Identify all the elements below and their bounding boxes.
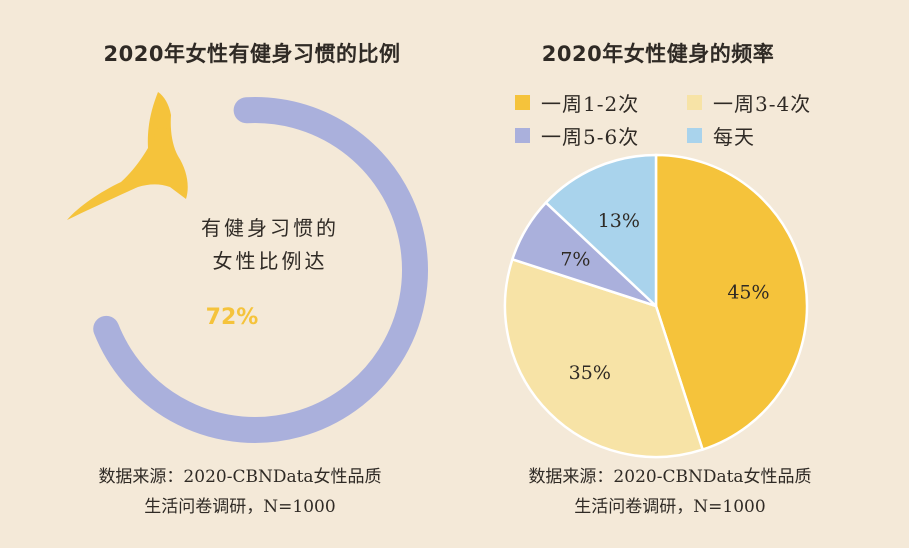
legend-swatch-0	[515, 95, 530, 110]
ring-arc	[93, 97, 428, 443]
legend-item-0: 一周1-2次	[515, 88, 639, 117]
right-source-line1: 数据来源：2020-CBNData女性品质	[528, 467, 812, 487]
right-source-note: 数据来源：2020-CBNData女性品质 生活问卷调研，N=1000	[470, 462, 870, 522]
left-source-line1: 数据来源：2020-CBNData女性品质	[98, 467, 382, 487]
legend-label-3: 每天	[713, 125, 755, 149]
pie-slice-0	[654, 153, 809, 452]
legend-item-3: 每天	[687, 121, 755, 150]
legend-label-0: 一周1-2次	[541, 92, 640, 116]
left-chart-title: 2020年女性有健身习惯的比例	[103, 42, 401, 66]
ring-text-line1: 有健身习惯的	[201, 216, 339, 240]
ring-value-label: 72%	[205, 305, 259, 330]
legend-label-1: 一周3-4次	[713, 92, 812, 116]
legend-item-2: 一周5-6次	[515, 121, 639, 150]
pie-data-label-1: 35%	[569, 362, 611, 384]
legend-swatch-2	[515, 128, 530, 143]
pie-slice-3	[544, 153, 658, 309]
pie-slice-1	[503, 257, 705, 459]
pie-chart: 45% 35% 7% 13%	[503, 153, 809, 459]
pie-data-label-0: 45%	[727, 281, 769, 303]
yoga-figure-icon	[67, 92, 188, 220]
pie-data-label-2: 7%	[560, 248, 590, 270]
right-chart-title: 2020年女性健身的频率	[541, 42, 775, 66]
left-source-line2: 生活问卷调研，N=1000	[144, 497, 336, 517]
ring-progress	[93, 97, 428, 443]
ring-text-line2: 女性比例达	[212, 249, 328, 273]
legend-swatch-1	[687, 95, 702, 110]
legend-label-2: 一周5-6次	[541, 125, 640, 149]
pie-data-label-3: 13%	[598, 210, 640, 232]
left-source-note: 数据来源：2020-CBNData女性品质 生活问卷调研，N=1000	[40, 462, 440, 522]
right-source-line2: 生活问卷调研，N=1000	[574, 497, 766, 517]
legend-swatch-3	[687, 128, 702, 143]
legend-item-1: 一周3-4次	[687, 88, 811, 117]
